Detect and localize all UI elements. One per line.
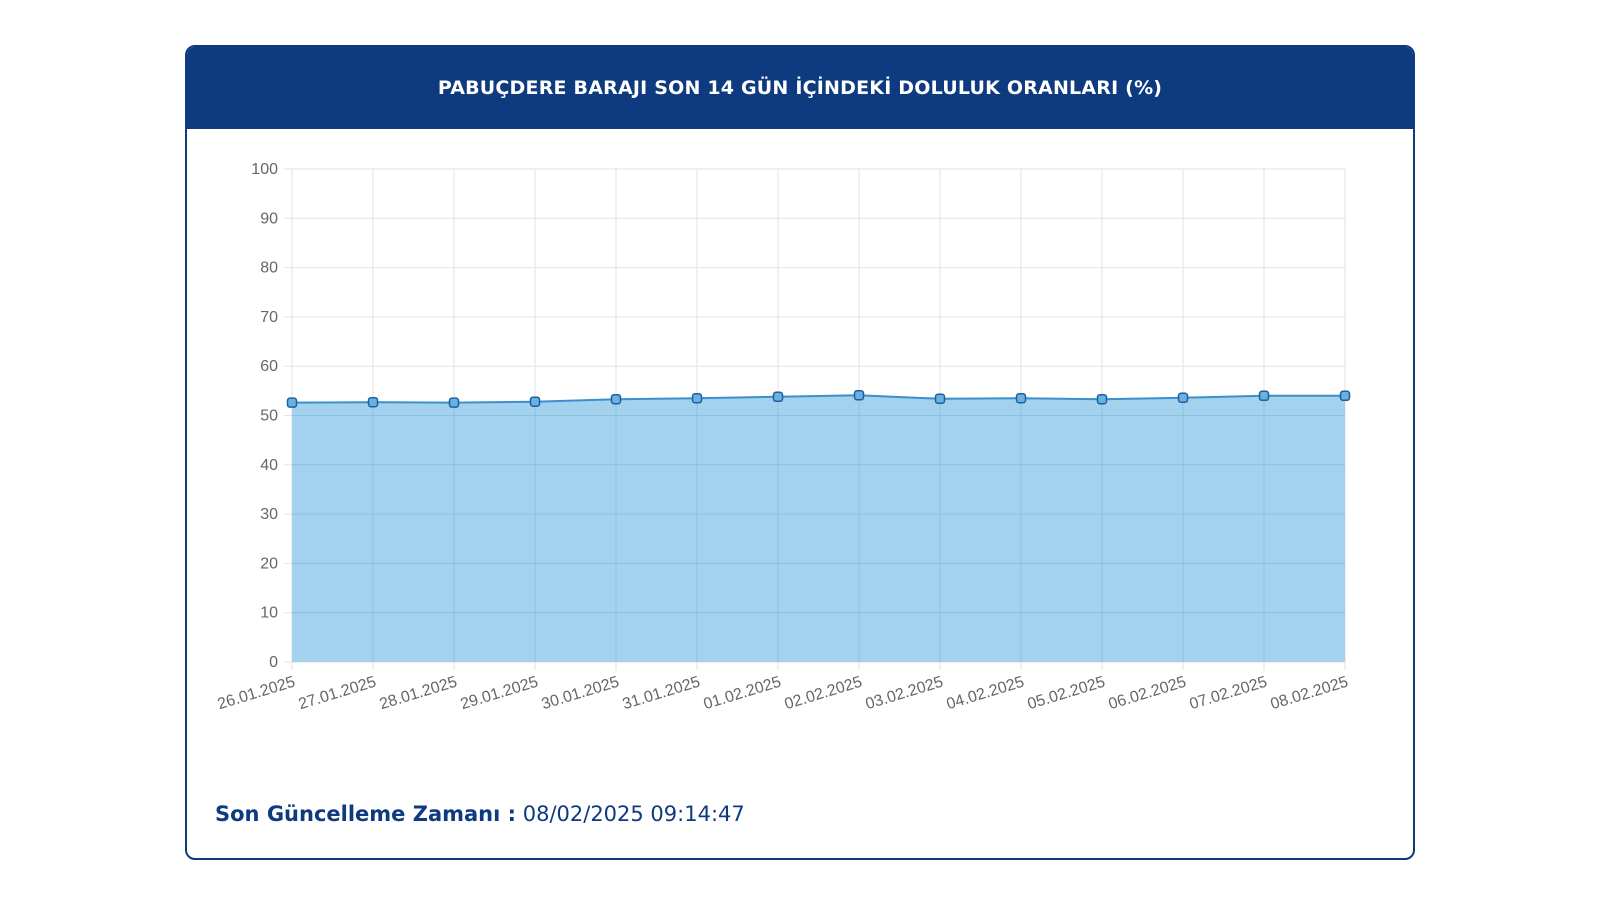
last-update: Son Güncelleme Zamanı : 08/02/2025 09:14… <box>215 802 745 826</box>
data-point <box>772 391 784 403</box>
x-tick-label: 03.02.2025 <box>864 674 946 714</box>
data-point <box>448 397 460 408</box>
data-point <box>529 396 541 407</box>
y-tick-label: 20 <box>260 555 278 572</box>
x-tick-label: 07.02.2025 <box>1188 674 1270 714</box>
data-point <box>853 390 865 401</box>
y-tick-label: 70 <box>260 309 278 326</box>
last-update-label: Son Güncelleme Zamanı : <box>215 802 517 826</box>
x-tick-label: 02.02.2025 <box>783 674 865 714</box>
data-point <box>1015 392 1027 404</box>
data-point <box>286 397 298 408</box>
data-point <box>1177 392 1189 404</box>
data-point <box>691 392 703 404</box>
x-tick-label: 27.01.2025 <box>297 674 379 714</box>
y-tick-label: 10 <box>260 605 278 622</box>
data-point <box>1096 393 1108 405</box>
x-tick-label: 06.02.2025 <box>1107 674 1189 714</box>
y-tick-label: 100 <box>251 161 278 178</box>
data-point <box>367 396 379 408</box>
data-point <box>934 393 946 404</box>
data-point <box>1258 390 1270 402</box>
x-tick-label: 29.01.2025 <box>459 674 541 714</box>
series-area <box>292 395 1345 662</box>
x-tick-label: 30.01.2025 <box>540 674 622 714</box>
data-point <box>1339 390 1351 402</box>
x-tick-label: 04.02.2025 <box>945 674 1027 714</box>
x-tick-label: 08.02.2025 <box>1269 674 1351 714</box>
x-tick-label: 31.01.2025 <box>621 674 703 714</box>
x-tick-label: 05.02.2025 <box>1026 674 1108 714</box>
chart-card-header: PABUÇDERE BARAJI SON 14 GÜN İÇİNDEKİ DOL… <box>187 47 1413 129</box>
y-tick-label: 30 <box>260 506 278 523</box>
occupancy-chart: 0 10 20 30 40 50 60 70 80 90 100 26.01.2025 27.01.20… <box>216 161 1351 714</box>
last-update-value: 08/02/2025 09:14:47 <box>522 802 745 826</box>
chart-card: PABUÇDERE BARAJI SON 14 GÜN İÇİNDEKİ DOL… <box>185 45 1415 860</box>
y-tick-label: 50 <box>260 408 278 425</box>
y-tick-label: 40 <box>260 457 278 474</box>
y-tick-label: 60 <box>260 358 278 375</box>
y-tick-label: 80 <box>260 260 278 277</box>
y-tick-label: 0 <box>269 654 278 671</box>
x-tick-label: 26.01.2025 <box>216 674 298 714</box>
data-point <box>610 393 622 405</box>
x-tick-label: 01.02.2025 <box>702 674 784 714</box>
x-tick-label: 28.01.2025 <box>378 674 460 714</box>
series-line <box>291 394 1345 404</box>
y-tick-label: 90 <box>260 210 278 227</box>
chart-title: PABUÇDERE BARAJI SON 14 GÜN İÇİNDEKİ DOL… <box>437 77 1163 99</box>
